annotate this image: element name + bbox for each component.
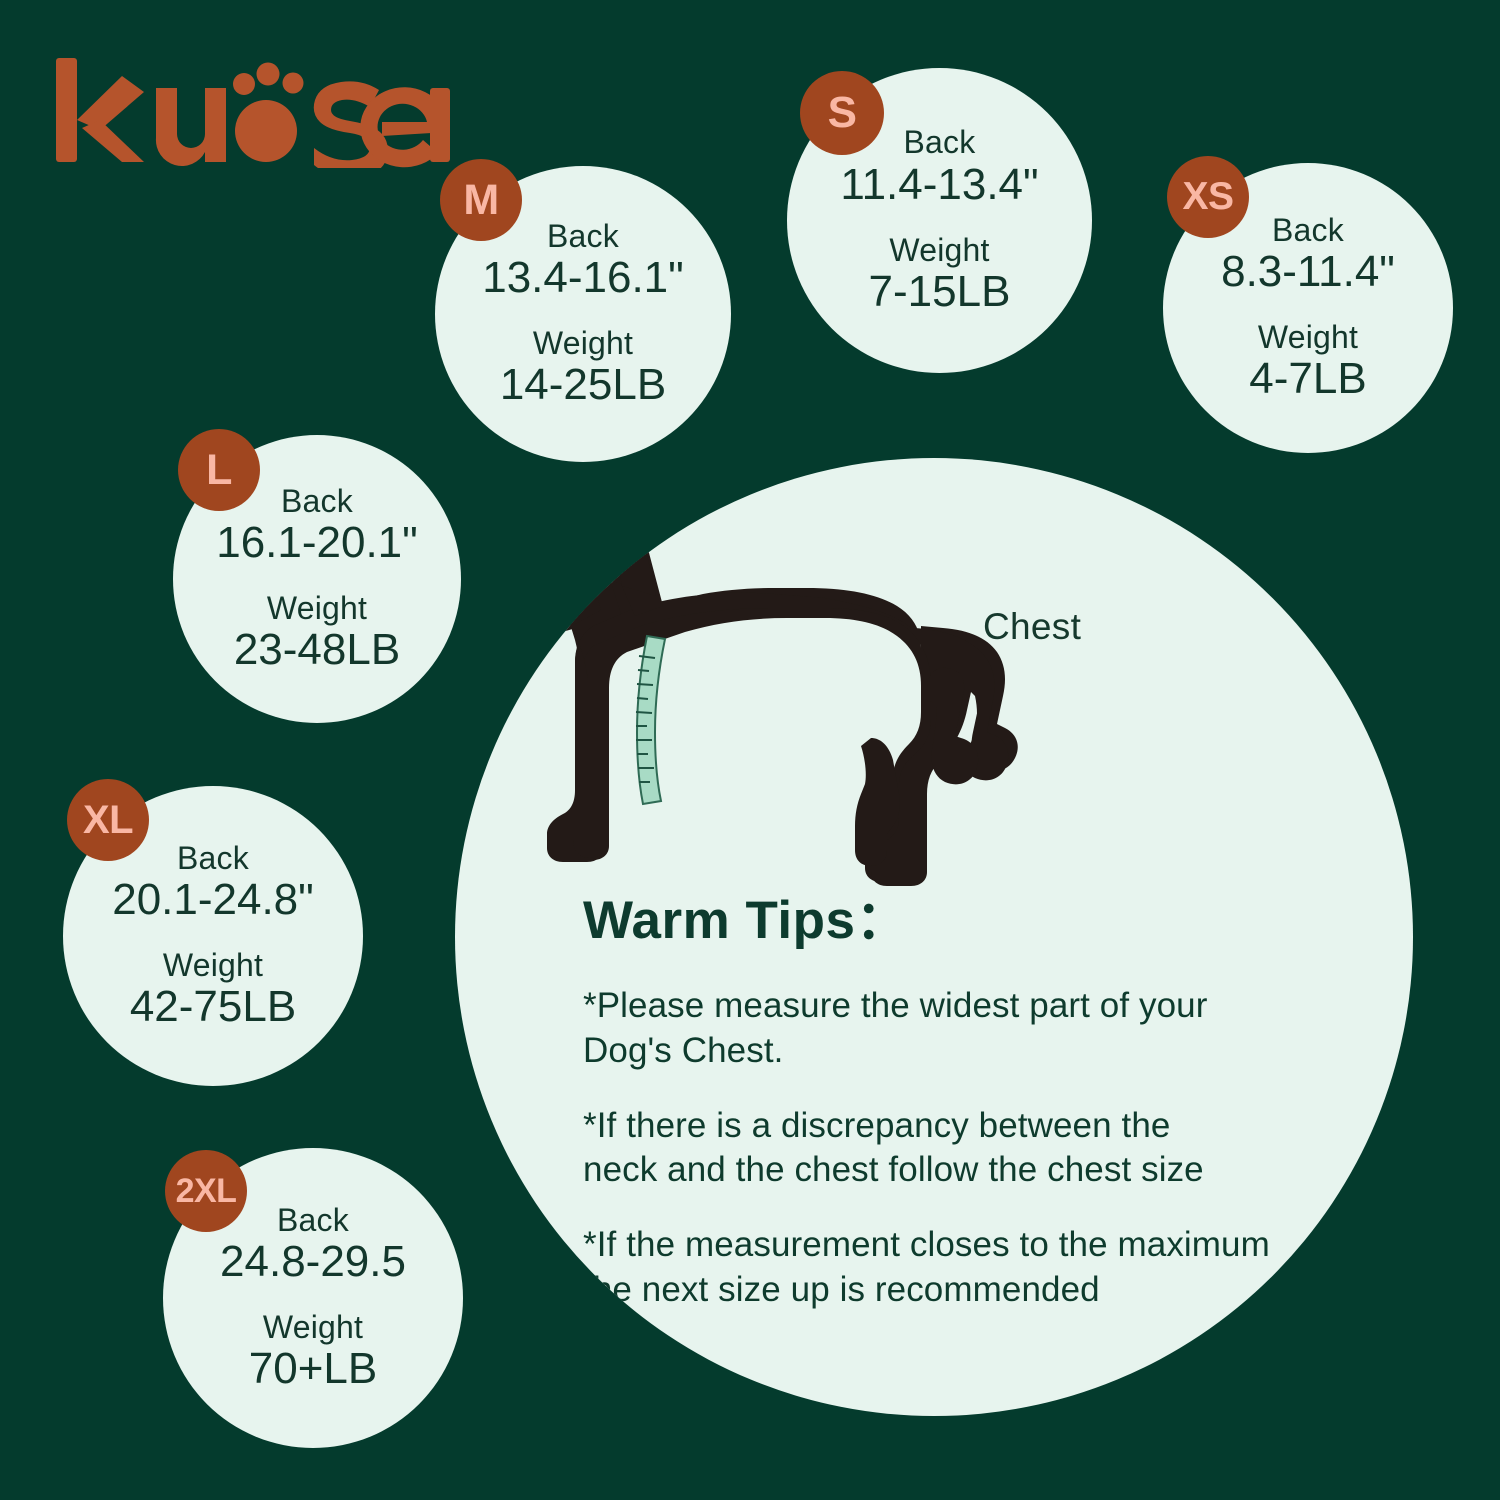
weight-label: Weight (262, 1309, 364, 1345)
back-label: Back (177, 839, 249, 876)
size-badge-label: M (463, 175, 499, 224)
back-value: 8.3-11.4" (1221, 247, 1395, 297)
kuoser-logo-icon (56, 58, 450, 168)
back-label: Back (547, 217, 619, 254)
warm-tip-item: *Please measure the widest part of your … (583, 986, 1208, 1070)
chest-label: Chest (983, 606, 1082, 647)
measuring-tape-icon (635, 634, 667, 806)
back-value: 20.1-24.8" (112, 875, 314, 925)
brand-logo (52, 58, 452, 168)
weight-value: 14-25LB (499, 360, 667, 410)
weight-value: 42-75LB (129, 982, 297, 1032)
size-badge-xs: XS (1167, 156, 1249, 238)
back-label: Back (277, 1201, 349, 1238)
weight-label: Weight (162, 947, 264, 983)
warm-tips-section: Warm Tips： *Please measure the widest pa… (583, 878, 1353, 1313)
size-badge-l: L (178, 429, 260, 511)
size-badge-s: S (800, 71, 884, 155)
weight-value: 70+LB (248, 1344, 378, 1394)
weight-label: Weight (1257, 319, 1359, 355)
size-badge-label: XS (1182, 175, 1234, 218)
size-badge-label: L (206, 445, 232, 494)
main-info-circle: Chest Warm Tips： *Please measure the wid… (455, 458, 1413, 1416)
back-label: Back (903, 124, 976, 161)
back-value: 24.8-29.5 (220, 1237, 406, 1287)
weight-label: Weight (266, 590, 368, 626)
size-badge-xl: XL (67, 779, 149, 861)
weight-label: Weight (532, 325, 634, 361)
warm-tip-item: *If there is a discrepancy between the n… (583, 1105, 1204, 1190)
weight-value: 4-7LB (1249, 354, 1367, 404)
size-badge-2xl: 2XL (165, 1150, 247, 1232)
back-value: 13.4-16.1" (482, 253, 684, 303)
back-label: Back (281, 482, 353, 519)
back-value: 16.1-20.1" (216, 518, 418, 568)
warm-tip-item: *If the measurement closes to the maximu… (583, 1225, 1270, 1309)
weight-value: 7-15LB (868, 266, 1011, 316)
back-value: 11.4-13.4" (840, 159, 1039, 209)
dog-silhouette-icon (490, 505, 1018, 886)
warm-tips-title: Warm Tips： (583, 891, 910, 950)
size-bubble-xs: Back 8.3-11.4" Weight 4-7LB (1163, 163, 1453, 453)
size-badge-label: XL (82, 797, 134, 842)
back-label: Back (1272, 211, 1344, 248)
size-badge-label: 2XL (175, 1171, 237, 1210)
weight-label: Weight (889, 231, 990, 268)
weight-value: 23-48LB (233, 625, 401, 675)
size-bubble-s: Back 11.4-13.4" Weight 7-15LB (787, 68, 1092, 373)
dog-illustration (475, 488, 1035, 958)
size-badge-m: M (440, 159, 522, 241)
size-badge-label: S (827, 88, 857, 137)
